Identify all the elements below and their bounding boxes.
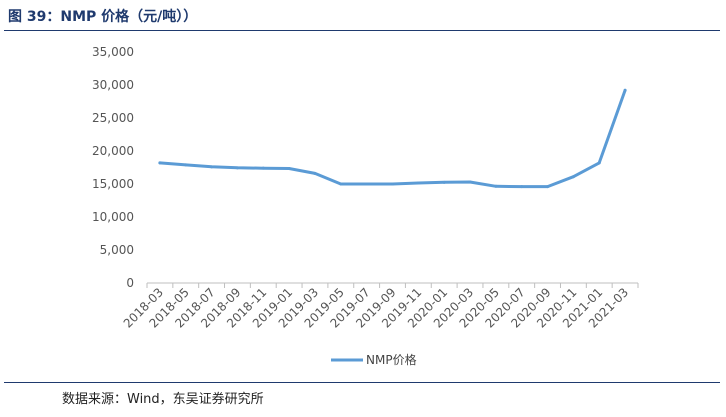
line-chart: 0 5,000 10,000 15,000 20,000 25,000 30,000 35,0… bbox=[92, 45, 639, 367]
data-point bbox=[339, 182, 343, 186]
data-point bbox=[210, 165, 214, 169]
y-tick-label: 15,000 bbox=[92, 177, 134, 191]
data-point bbox=[261, 166, 265, 170]
y-tick-label: 0 bbox=[126, 276, 134, 290]
data-point bbox=[442, 180, 446, 184]
data-point bbox=[391, 182, 394, 186]
data-point bbox=[416, 181, 420, 185]
x-axis-labels: 2018-032018-052018-072018-092018-112019-… bbox=[121, 285, 632, 330]
data-point bbox=[494, 184, 498, 188]
source-divider bbox=[4, 382, 720, 383]
series-line-nmp bbox=[158, 88, 627, 189]
data-point bbox=[546, 185, 550, 189]
data-point bbox=[235, 166, 239, 170]
source-note: 数据来源：Wind，东吴证券研究所 bbox=[62, 392, 264, 407]
data-point bbox=[597, 161, 601, 165]
y-tick-label: 25,000 bbox=[92, 111, 134, 125]
y-tick-label: 35,000 bbox=[92, 45, 134, 59]
data-point bbox=[287, 166, 291, 170]
data-point bbox=[623, 88, 627, 92]
y-tick-label: 5,000 bbox=[100, 243, 134, 257]
legend-label: NMP价格 bbox=[366, 352, 417, 367]
data-point bbox=[520, 185, 524, 189]
y-tick-label: 20,000 bbox=[92, 144, 134, 158]
series-points bbox=[158, 88, 627, 189]
data-point bbox=[571, 175, 575, 179]
data-point bbox=[313, 171, 317, 175]
y-axis-labels: 0 5,000 10,000 15,000 20,000 25,000 30,000 35,0… bbox=[92, 45, 134, 290]
data-point bbox=[158, 161, 162, 165]
data-point bbox=[468, 180, 472, 184]
legend: NMP价格 bbox=[331, 352, 417, 367]
figure-title: 图 39：NMP 价格（元/吨）） bbox=[8, 9, 198, 25]
x-axis-ticks bbox=[146, 283, 639, 288]
data-point bbox=[184, 163, 188, 167]
title-divider bbox=[4, 30, 720, 31]
y-tick-label: 10,000 bbox=[92, 210, 134, 224]
y-tick-label: 30,000 bbox=[92, 78, 134, 92]
data-point bbox=[365, 182, 369, 186]
